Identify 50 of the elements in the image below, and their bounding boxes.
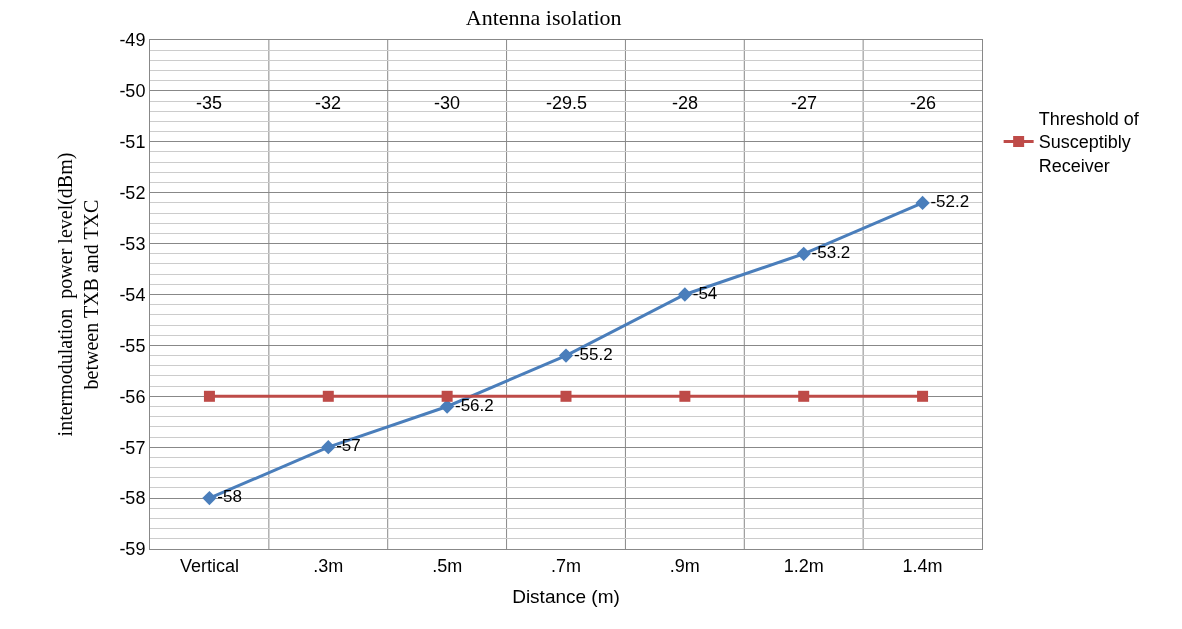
y-tick-label: -54 — [119, 284, 146, 305]
data-label: -54 — [692, 283, 718, 303]
x-tick-label: Vertical — [179, 555, 239, 576]
y-tick-label: -57 — [119, 437, 146, 458]
point — [321, 440, 336, 455]
point — [439, 399, 455, 414]
point — [560, 390, 572, 402]
y-tick-label: -56 — [119, 386, 146, 407]
annotation: -30 — [434, 93, 461, 113]
y-tick-label: -58 — [119, 488, 146, 509]
x-tick-label: .3m — [313, 555, 344, 576]
data-label: -55.2 — [573, 344, 613, 364]
x-tick-label: 1.4m — [902, 555, 943, 576]
annotation: -27 — [791, 93, 818, 113]
point — [202, 490, 217, 506]
data-label: -56.2 — [455, 395, 494, 415]
data-label: -52.2 — [930, 192, 970, 212]
point — [798, 390, 810, 402]
y-tick-label: -59 — [119, 539, 146, 560]
data-label: -58 — [217, 487, 242, 507]
point — [677, 287, 693, 302]
y-axis-title: intermodulation power level(dBm) between TXB and TXC — [53, 152, 102, 437]
y-tick-label: -55 — [119, 335, 146, 356]
y-tick-label: -51 — [119, 132, 146, 153]
annotation: -26 — [910, 93, 937, 113]
data-label: -57 — [336, 436, 361, 456]
x-tick-label: .9m — [669, 555, 700, 576]
annotation: -32 — [315, 93, 342, 113]
point — [917, 390, 929, 402]
chart-title: Antenna isolation — [465, 4, 622, 30]
point — [558, 348, 574, 363]
x-tick-label: .7m — [550, 555, 582, 576]
x-tick-label: .5m — [432, 555, 463, 576]
point — [203, 390, 215, 402]
y-tick-label: -53 — [119, 233, 146, 254]
y-tick-label: -49 — [119, 30, 146, 51]
annotation: -29.5 — [546, 93, 588, 113]
y-tick-label: -52 — [119, 183, 146, 203]
data-label: -53.2 — [811, 243, 851, 263]
x-tick-label: 1.2m — [783, 555, 824, 576]
point — [679, 390, 691, 402]
legend-label: Threshold of Susceptibly Receiver — [1038, 109, 1140, 176]
annotation: -35 — [196, 93, 223, 113]
point — [796, 246, 811, 261]
point — [915, 195, 930, 211]
point — [322, 390, 334, 402]
y-tick-label: -50 — [119, 81, 146, 102]
point — [441, 390, 453, 402]
annotation: -28 — [672, 93, 699, 113]
x-axis-title: Distance (m) — [512, 586, 620, 608]
